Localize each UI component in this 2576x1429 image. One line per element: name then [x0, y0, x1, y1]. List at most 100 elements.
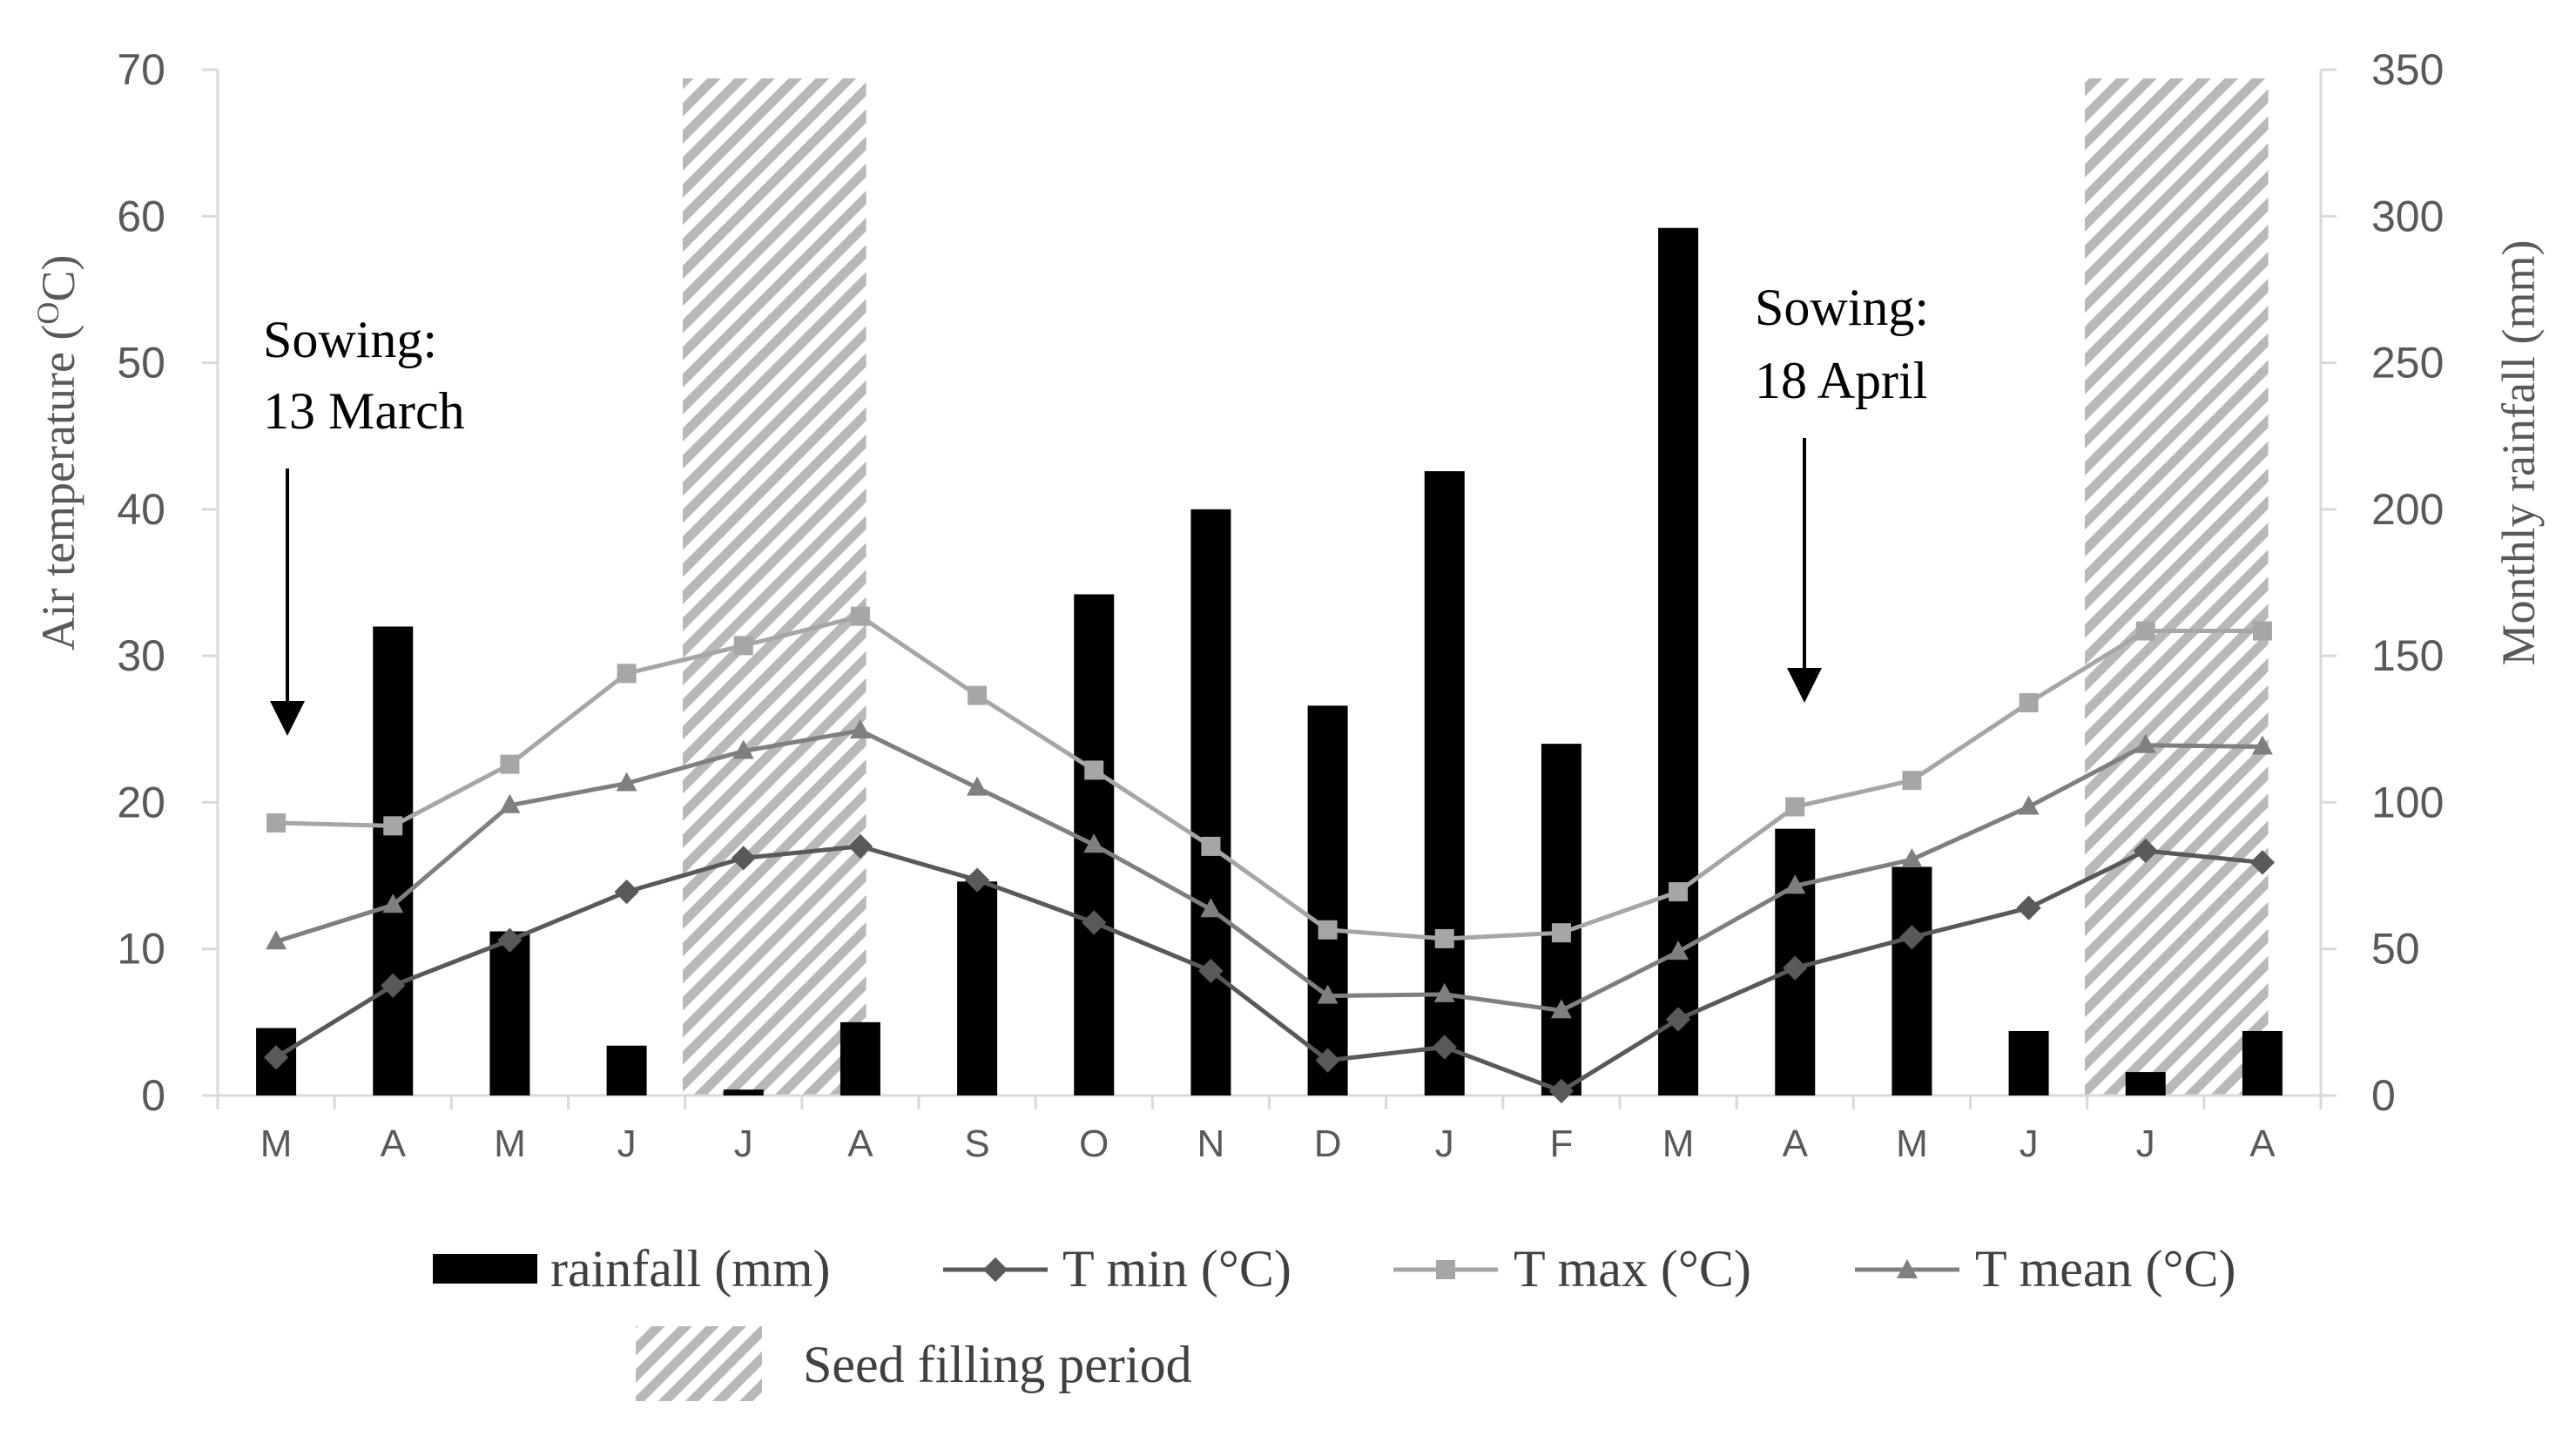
legend-rainfall-label: rainfall (mm) — [550, 1240, 831, 1298]
right-tick-label: 100 — [2371, 778, 2444, 826]
temperature-lines — [263, 606, 2276, 1104]
rainfall-bar — [1892, 866, 1932, 1095]
x-tick-label: A — [381, 1122, 407, 1165]
tmean-point — [499, 793, 521, 813]
tmin-point — [381, 973, 406, 998]
left-tick-label: 70 — [117, 45, 165, 94]
rainfall-bar — [1658, 227, 1699, 1096]
annotation-sowing-2-line1: Sowing: — [1755, 279, 1929, 336]
left-tick-label: 10 — [117, 925, 165, 974]
tmin-point — [1315, 1048, 1340, 1073]
tmax-point — [850, 606, 870, 626]
legend-rainfall-swatch — [433, 1254, 537, 1284]
tmin-point — [1899, 925, 1925, 950]
tmax-point — [968, 685, 988, 705]
tmean-point — [1784, 874, 1806, 894]
tmax-point — [1902, 771, 1922, 791]
tmax-point — [2252, 621, 2272, 641]
x-tick-label: D — [1314, 1122, 1342, 1165]
left-tick-label: 20 — [117, 778, 165, 826]
tmean-point — [1901, 848, 1923, 868]
rainfall-bar — [840, 1021, 880, 1095]
axes: 0 10 20 30 40 50 60 70 0 50 100 150 200 250 300 350 M A M J… — [117, 45, 2444, 1165]
rainfall-bar — [1190, 509, 1231, 1095]
series-line-triangle — [275, 728, 2262, 1013]
right-tick-label: 0 — [2371, 1071, 2396, 1120]
x-tick-label: N — [1197, 1122, 1225, 1165]
left-tick-label: 30 — [117, 631, 165, 680]
tmean-point — [2134, 733, 2156, 753]
tmax-point — [1318, 920, 1338, 940]
tmax-point — [2135, 621, 2155, 641]
x-tick-label: A — [847, 1122, 873, 1165]
annotation-sowing-1-line1: Sowing: — [263, 311, 437, 368]
seed-filling-band-1 — [682, 78, 867, 1095]
x-tick-label: M — [260, 1122, 293, 1165]
legend-tmax-marker — [1436, 1260, 1455, 1279]
tmin-point — [1548, 1078, 1575, 1104]
left-axis-title: Air temperature (OC) — [30, 255, 84, 651]
tmax-point — [1551, 923, 1571, 943]
x-tick-label: A — [1783, 1122, 1809, 1165]
tmean-point — [1083, 833, 1105, 853]
tmax-point — [1201, 836, 1221, 856]
x-tick-label: J — [2136, 1122, 2155, 1165]
legend-tmin-marker — [982, 1257, 1008, 1283]
tmax-point — [1084, 760, 1104, 780]
tmean-point — [1200, 898, 1222, 918]
tmin-point — [497, 927, 523, 953]
x-tick-label: O — [1079, 1122, 1109, 1165]
tmax-point — [1669, 882, 1689, 902]
right-tick-label: 300 — [2371, 192, 2444, 240]
left-tick-label: 60 — [117, 192, 165, 240]
tmin-point — [731, 846, 756, 871]
tmin-point — [847, 833, 873, 859]
right-tick-label: 50 — [2371, 925, 2420, 974]
tmin-point — [614, 879, 639, 905]
rainfall-bar — [373, 626, 414, 1095]
tmax-point — [1434, 928, 1454, 948]
annotation-sowing-1: Sowing: 13 March — [263, 311, 465, 736]
left-tick-label: 50 — [117, 339, 165, 388]
tmean-point — [1433, 982, 1455, 1002]
left-tick-label: 40 — [117, 485, 165, 534]
rainfall-bar — [2242, 1030, 2283, 1095]
legend: rainfall (mm) T min (°C) T max (°C) T me… — [433, 1240, 2235, 1401]
right-tick-label: 150 — [2371, 631, 2444, 680]
tmean-point — [967, 776, 988, 796]
x-tick-label: A — [2249, 1122, 2276, 1165]
annotation-sowing-2: Sowing: 18 April — [1755, 279, 1929, 703]
tmean-point — [616, 772, 637, 792]
tmean-point — [1668, 940, 1689, 961]
seed-filling-band-2 — [2084, 78, 2269, 1095]
tmean-point — [382, 893, 404, 913]
x-tick-label: J — [734, 1122, 753, 1165]
tmin-point — [2016, 895, 2041, 920]
x-tick-label: J — [617, 1122, 637, 1165]
tmin-point — [263, 1045, 289, 1070]
annotation-sowing-2-line2: 18 April — [1755, 352, 1927, 409]
tmean-point — [849, 718, 871, 738]
rainfall-bar — [1541, 744, 1581, 1095]
tmean-point — [1317, 984, 1339, 1004]
tmax-point — [2019, 692, 2039, 712]
rainfall-bar — [606, 1045, 647, 1095]
legend-seed-swatch — [636, 1326, 762, 1401]
right-tick-label: 250 — [2371, 339, 2444, 388]
right-tick-label: 200 — [2371, 485, 2444, 534]
x-tick-label: J — [1435, 1122, 1454, 1165]
tmin-point — [1082, 910, 1107, 935]
rainfall-bar — [723, 1089, 764, 1095]
tmean-point — [732, 739, 754, 759]
tmin-point — [1783, 955, 1808, 981]
left-tick-label: 0 — [141, 1071, 165, 1120]
tmin-point — [1198, 958, 1224, 984]
x-tick-label: S — [964, 1122, 989, 1165]
rainfall-bar — [2008, 1030, 2049, 1095]
tmax-point — [266, 812, 287, 832]
x-tick-label: M — [1662, 1122, 1695, 1165]
tmax-point — [617, 664, 637, 684]
annotation-sowing-1-arrowhead — [270, 701, 305, 736]
rainfall-bar — [2125, 1072, 2166, 1095]
